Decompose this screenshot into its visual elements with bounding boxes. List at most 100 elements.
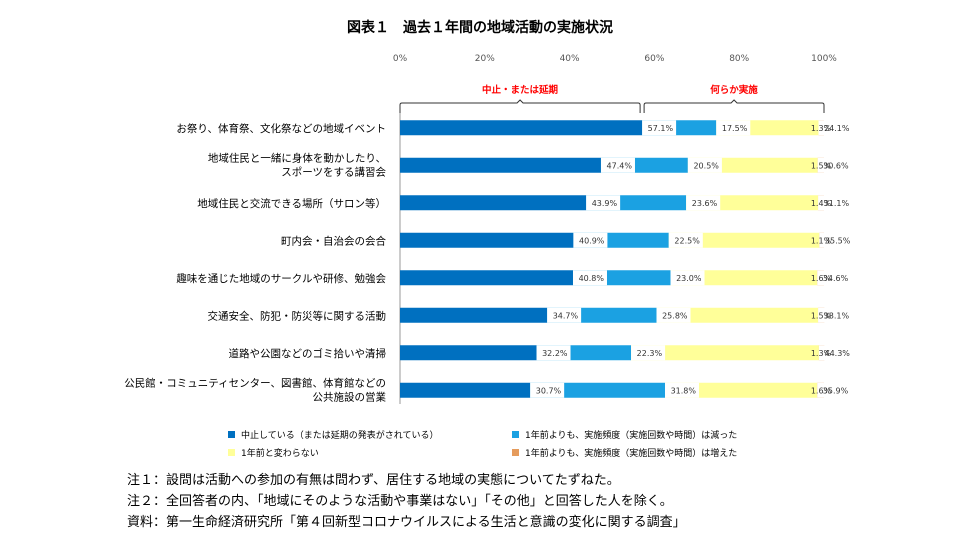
data-label: 1.3% <box>811 124 832 133</box>
data-label-background <box>818 195 853 211</box>
data-label-background <box>600 157 635 173</box>
data-label: 47.4% <box>607 161 633 170</box>
group-bracket <box>643 99 825 113</box>
data-label-background <box>817 270 852 286</box>
data-label-background <box>817 157 852 173</box>
legend-item-stopped: 中止している（または延期の発表がされている） <box>228 428 438 441</box>
data-label: 1.6% <box>811 274 832 283</box>
data-label: 1.5% <box>811 311 832 320</box>
data-label: 25.8% <box>662 311 688 320</box>
data-label: 43.9% <box>592 199 618 208</box>
bar-segment <box>668 232 820 248</box>
data-label-background <box>656 307 691 323</box>
data-label: 1.1% <box>811 236 832 245</box>
legend-swatch <box>228 449 235 456</box>
x-tick-label: 80% <box>729 54 749 64</box>
x-tick-label: 40% <box>560 54 580 64</box>
data-label: 17.5% <box>722 124 748 133</box>
legend-label: 1年前よりも、実施頻度（実施回数や時間）は増えた <box>525 449 738 459</box>
data-label: 34.6% <box>823 274 849 283</box>
data-label-background <box>670 270 705 286</box>
data-label: 1.6% <box>811 386 832 395</box>
data-label: 34.7% <box>553 311 579 320</box>
data-label: 1.5% <box>811 161 832 170</box>
bar-segment <box>656 307 819 323</box>
data-label-background <box>687 157 722 173</box>
legend-swatch <box>228 431 235 438</box>
bar-segment <box>631 345 819 361</box>
category-label: 公民館・コミュニティセンター、図書館、体育館などの <box>124 376 386 389</box>
data-label-background <box>665 382 699 398</box>
bar-segment <box>400 232 574 248</box>
footnotes: 注１：設問は活動への参加の有無は問わず、居住する地域の実態についてたずねた。 注… <box>127 470 686 533</box>
note-2: 注２：全回答者の内、「地域にそのような活動や事業はない」「その他」と回答した人を… <box>127 494 673 509</box>
data-label-background <box>686 195 721 211</box>
legend-item-unchanged: 1年前と変わらない <box>228 446 319 459</box>
data-label: 1.4% <box>811 199 832 208</box>
data-label-background <box>668 232 703 248</box>
legend-label: 1年前と変わらない <box>241 449 319 459</box>
bar-segment <box>400 345 537 361</box>
data-label: 30.6% <box>823 161 849 170</box>
data-label: 35.9% <box>823 386 849 395</box>
category-label: お祭り、体育祭、文化祭などの地域イベント <box>176 122 386 135</box>
group-bracket <box>399 99 641 113</box>
category-label: 道路や公園などのゴミ拾いや清掃 <box>229 347 387 360</box>
data-label: 38.1% <box>824 311 850 320</box>
data-label: 44.3% <box>824 349 850 358</box>
category-label: 交通安全、防犯・防災等に関する活動 <box>208 309 387 322</box>
category-label: 公共施設の営業 <box>313 390 387 403</box>
legend-item-increased: 1年前よりも、実施頻度（実施回数や時間）は増えた <box>512 446 737 459</box>
data-label-background <box>818 307 853 323</box>
bar-segment <box>400 307 548 323</box>
data-label: 40.8% <box>579 274 605 283</box>
data-label: 32.2% <box>542 349 568 358</box>
bar-segment <box>400 157 601 173</box>
x-tick-label: 0% <box>393 54 408 64</box>
data-label-background <box>586 195 621 211</box>
data-label-background <box>547 307 582 323</box>
data-label: 22.5% <box>674 236 700 245</box>
data-label: 31.8% <box>671 386 697 395</box>
group-label: 中止・または延期 <box>482 84 558 96</box>
category-label: 地域住民と交流できる場所（サロン等） <box>197 197 386 210</box>
legend-label: 1年前よりも、実施頻度（実施回数や時間）は減った <box>525 431 738 441</box>
bar-segment <box>670 270 818 286</box>
data-label-background <box>817 382 852 398</box>
x-tick-label: 60% <box>644 54 664 64</box>
bar-segment <box>400 195 587 211</box>
data-label-background <box>572 270 607 286</box>
category-label: スポーツをする講習会 <box>281 165 386 178</box>
data-label: 24.1% <box>824 124 850 133</box>
bar-segment <box>400 382 531 398</box>
bar-segment <box>400 270 573 286</box>
data-label: 22.3% <box>637 349 663 358</box>
data-label: 57.1% <box>648 124 674 133</box>
legend-swatch <box>512 449 519 456</box>
group-label: 何らか実施 <box>710 84 758 96</box>
data-label: 1.3% <box>811 349 832 358</box>
category-label: 地域住民と一緒に身体を動かしたり、 <box>208 151 386 164</box>
data-label: 20.5% <box>693 161 719 170</box>
data-label-background <box>573 232 608 248</box>
data-label-background <box>536 345 571 361</box>
stacked-bar-chart: 0% 20% 40% 60% 80% 100% 中止・または延期 何らか実施お祭り、体育祭、文… <box>124 54 854 404</box>
x-tick-label: 20% <box>475 54 495 64</box>
data-label-background <box>819 232 854 248</box>
chart-title: 図表１ 過去１年間の地域活動の実施状況 <box>347 20 613 36</box>
legend-item-decreased: 1年前よりも、実施頻度（実施回数や時間）は減った <box>512 428 737 441</box>
category-label: 趣味を通じた地域のサークルや研修、勉強会 <box>176 272 386 285</box>
data-label-background <box>642 120 677 136</box>
data-label: 23.6% <box>692 199 718 208</box>
bar-segment <box>665 382 818 398</box>
data-label: 35.5% <box>825 236 851 245</box>
data-label-background <box>631 345 666 361</box>
source-note: 資料：第一生命経済研究所「第４回新型コロナウイルスによる生活と意識の変化に関する… <box>127 515 686 530</box>
note-1: 注１：設問は活動への参加の有無は問わず、居住する地域の実態についてたずねた。 <box>127 473 620 488</box>
data-label: 30.7% <box>536 386 562 395</box>
data-label: 23.0% <box>676 274 702 283</box>
legend-swatch <box>512 431 519 438</box>
data-label-background <box>716 120 751 136</box>
data-label-background <box>818 120 853 136</box>
data-label: 40.9% <box>579 236 605 245</box>
